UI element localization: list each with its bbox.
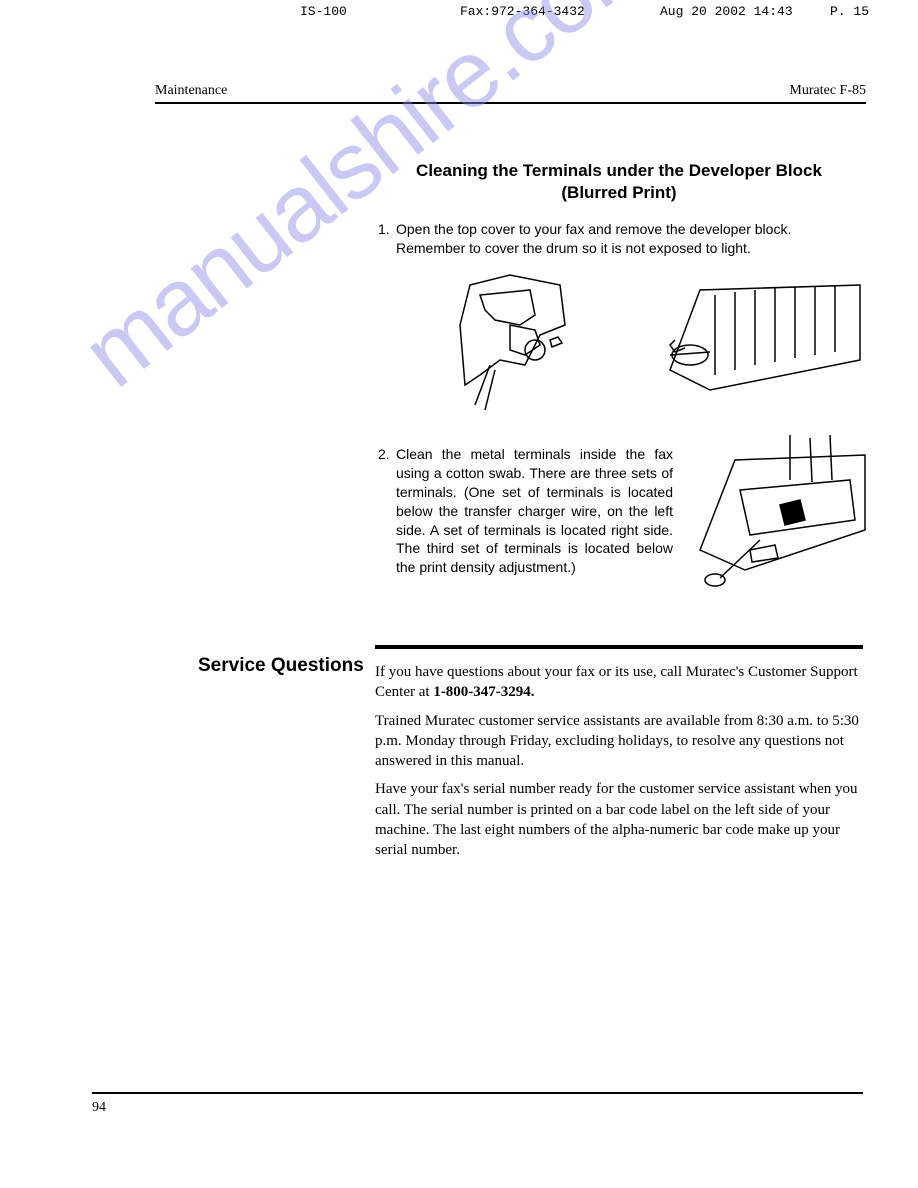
- page-number: 94: [92, 1100, 106, 1116]
- illustration-2: [660, 270, 865, 410]
- step-2-text: Clean the metal terminals inside the fax…: [396, 445, 673, 577]
- step-2: 2. Clean the metal terminals inside the …: [378, 445, 673, 577]
- service-rule: [375, 645, 863, 649]
- footer-rule: [92, 1092, 863, 1094]
- step-1-number: 1.: [378, 220, 390, 239]
- header-left: Maintenance: [155, 83, 227, 99]
- header-right: Muratec F-85: [789, 83, 866, 99]
- service-p3: Have your fax's serial number ready for …: [375, 779, 863, 860]
- service-p1: If you have questions about your fax or …: [375, 662, 863, 703]
- service-phone: 1-800-347-3294.: [433, 684, 534, 700]
- fax-number: Fax:972-364-3432: [460, 4, 585, 19]
- page-header: Maintenance Muratec F-85: [155, 83, 866, 104]
- fax-timestamp: Aug 20 2002 14:43: [660, 4, 793, 19]
- fax-device: IS-100: [300, 4, 347, 19]
- service-body: If you have questions about your fax or …: [375, 662, 863, 868]
- step-1-text: Open the top cover to your fax and remov…: [396, 220, 858, 258]
- section-title: Cleaning the Terminals under the Develop…: [380, 160, 858, 204]
- service-heading: Service Questions: [198, 655, 364, 677]
- illustration-3: [690, 430, 870, 590]
- illustration-1: [440, 265, 605, 420]
- step-2-number: 2.: [378, 445, 390, 464]
- fax-page: P. 15: [830, 4, 869, 19]
- service-p2: Trained Muratec customer service assista…: [375, 711, 863, 772]
- step-1: 1. Open the top cover to your fax and re…: [378, 220, 858, 258]
